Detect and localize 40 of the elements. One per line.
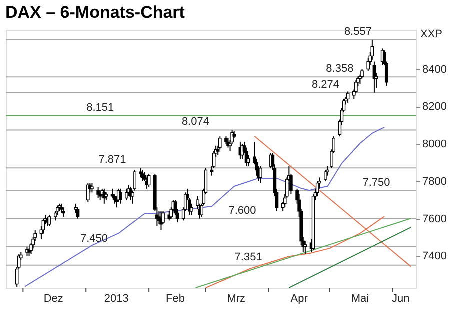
- annotation: 7.871: [98, 154, 126, 166]
- candlestick: [147, 173, 151, 188]
- annotation: 8.074: [182, 116, 210, 128]
- x-tick-label: Feb: [166, 293, 185, 305]
- annotation: 7.600: [228, 204, 256, 217]
- candlestick: [259, 166, 262, 184]
- candlestick: [98, 190, 102, 201]
- candlestick: [324, 170, 328, 182]
- candlestick: [316, 180, 320, 197]
- annotation: 8.358: [326, 63, 354, 76]
- y-tick-label: 8400: [422, 64, 447, 76]
- annotation: 7.351: [234, 251, 262, 264]
- candlestick: [118, 188, 122, 204]
- candlestick: [346, 91, 350, 104]
- candlestick: [125, 188, 128, 201]
- x-tick-label: 2013: [104, 293, 129, 305]
- annotation: 8.274: [312, 78, 340, 91]
- y-tick-label: 7800: [422, 176, 447, 188]
- x-tick-label: Dez: [44, 293, 64, 305]
- candlestick: [48, 214, 52, 227]
- y-tick-label: 8000: [422, 138, 447, 151]
- candlestick: [304, 240, 308, 255]
- candlestick: [62, 207, 66, 218]
- annotation: 7.750: [362, 176, 390, 189]
- chart-title: DAX – 6-Monats-Chart: [6, 2, 186, 22]
- candlestick: [139, 168, 143, 178]
- x-tick-label: Mrz: [227, 293, 246, 305]
- annotation: 8.151: [86, 102, 114, 114]
- y-tick-label: 8200: [422, 101, 447, 114]
- candlestick: [76, 207, 80, 220]
- y-axis-title: XXP: [420, 28, 443, 40]
- annotation: 7.450: [80, 232, 108, 245]
- y-tick-label: 7400: [422, 250, 447, 263]
- x-tick-label: Jun: [392, 293, 410, 305]
- candlestick: [96, 186, 100, 199]
- annotation: 8.557: [344, 26, 372, 38]
- x-tick-label: Mai: [351, 293, 370, 305]
- x-tick-label: Apr: [290, 293, 308, 305]
- y-tick-label: 7600: [422, 213, 447, 226]
- candlestick: [86, 182, 90, 202]
